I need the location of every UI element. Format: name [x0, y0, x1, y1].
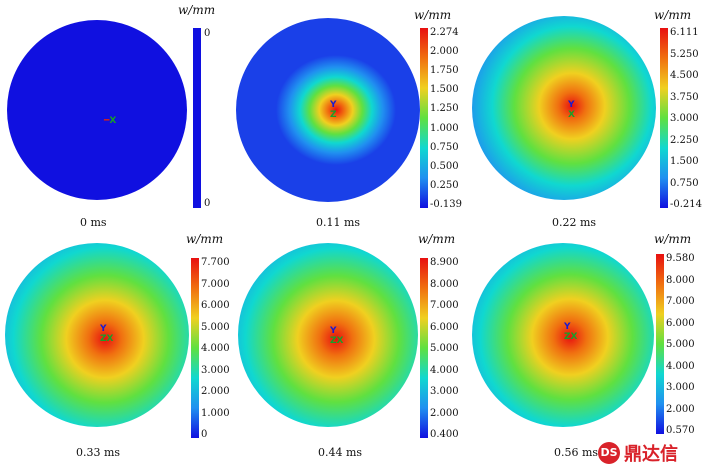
colorbar-tick: 5.000 [430, 343, 459, 354]
unit-label: w/mm [654, 8, 692, 22]
unit-label: w/mm [654, 232, 692, 246]
panel-044ms: Y ZX w/mm 0.44 ms 8.900 8.000 7.000 6.000 5.… [234, 232, 468, 476]
logo-text: 鼎达信 [624, 444, 678, 465]
colorbar [656, 254, 664, 434]
time-label: 0.22 ms [552, 216, 597, 229]
colorbar-tick: 7.000 [430, 300, 459, 311]
colorbar-tick: 7.700 [201, 257, 230, 268]
panel-022ms: Y X w/mm 0.22 ms 6.111 5.250 4.500 3.750 3.0… [468, 0, 702, 238]
axis-triad: Y Z [330, 100, 337, 120]
time-label: 0.33 ms [76, 446, 121, 459]
deflection-field [7, 20, 187, 200]
brand-logo: DS 鼎达信 [598, 440, 702, 470]
unit-label: w/mm [178, 3, 216, 17]
colorbar-tick: 6.000 [666, 317, 695, 329]
colorbar-tick: 0 [204, 28, 211, 39]
time-label: 0.11 ms [316, 216, 361, 229]
deflection-field [472, 243, 654, 427]
deflection-field [472, 16, 656, 200]
colorbar-tick: 7.000 [201, 278, 230, 290]
panel-011ms: Y Z w/mm 0.11 ms 2.274 2.000 1.750 1.500 1.2… [234, 0, 468, 238]
colorbar-tick: 2.250 [670, 134, 699, 146]
colorbar-tick: 8.900 [430, 257, 459, 268]
colorbar-tick: 0.500 [430, 160, 459, 172]
colorbar-tick: 6.000 [201, 300, 230, 311]
colorbar [193, 28, 201, 208]
axis-triad: Y ZX [100, 324, 114, 344]
unit-label: w/mm [186, 232, 224, 246]
colorbar-tick: 0.750 [430, 141, 459, 153]
colorbar-tick: 8.000 [666, 274, 695, 286]
colorbar-tick: 2.000 [201, 386, 230, 397]
colorbar-tick: 1.000 [430, 122, 459, 134]
colorbar [420, 28, 428, 208]
colorbar-tick: 0.400 [430, 429, 459, 440]
unit-label: w/mm [414, 8, 452, 22]
colorbar-tick: -0.139 [430, 199, 463, 210]
logo-icon: DS [598, 442, 620, 464]
colorbar-tick: 9.580 [666, 253, 695, 264]
colorbar-tick: 2.000 [430, 407, 459, 419]
time-label: 0 ms [80, 216, 107, 229]
panel-056ms: Y ZX w/mm 0.56 ms 9.580 8.000 7.000 6.000 5.… [468, 232, 702, 476]
time-label: 0.44 ms [318, 446, 363, 459]
colorbar-tick: 0 [201, 429, 208, 440]
panel-033ms: Y ZX w/mm 0.33 ms 7.700 7.000 6.000 5.000 4.… [0, 232, 234, 476]
colorbar-tick: 3.000 [666, 382, 695, 393]
colorbar-tick: 1.500 [670, 156, 699, 167]
deflection-field [5, 243, 189, 427]
colorbar-tick: 0.250 [430, 179, 459, 191]
colorbar-tick: 7.000 [666, 296, 695, 307]
axis-triad: Y ZX [564, 322, 578, 342]
colorbar-tick: 3.000 [430, 386, 459, 397]
colorbar-tick: 3.000 [670, 113, 699, 124]
colorbar-tick: 5.000 [666, 339, 695, 350]
colorbar-tick: 2.274 [430, 27, 459, 38]
colorbar-tick: 3.750 [670, 91, 699, 103]
colorbar-tick: 1.250 [430, 103, 459, 115]
colorbar-tick: 4.000 [666, 360, 695, 372]
axis-triad: Y ZX [330, 326, 344, 346]
colorbar-tick: 1.000 [201, 407, 230, 419]
colorbar-tick: 6.111 [670, 27, 699, 38]
colorbar-tick: 2.000 [666, 403, 695, 415]
colorbar-tick: 4.000 [201, 343, 230, 354]
colorbar-tick: 0 [204, 198, 211, 209]
colorbar-tick: 0.750 [670, 177, 699, 189]
colorbar-tick: 6.000 [430, 321, 459, 333]
colorbar-tick: 1.750 [430, 65, 459, 77]
colorbar-tick: 0.570 [666, 425, 695, 436]
colorbar-tick: 4.000 [430, 364, 459, 376]
colorbar [420, 258, 428, 438]
colorbar-tick: 5.000 [201, 321, 230, 333]
axis-triad: Y X [568, 100, 575, 120]
colorbar-tick: 3.000 [201, 364, 230, 376]
deflection-field [236, 18, 420, 202]
colorbar-tick: 8.000 [430, 278, 459, 290]
panel-0ms: ━X w/mm 0 0 0 ms [0, 0, 234, 238]
deflection-field [238, 243, 418, 427]
time-label: 0.56 ms [554, 446, 599, 459]
colorbar-tick: 5.250 [670, 48, 699, 60]
colorbar-tick: 2.000 [430, 46, 459, 58]
axis-triad: ━X [104, 116, 117, 126]
colorbar-tick: 4.500 [670, 70, 699, 81]
colorbar [660, 28, 668, 208]
colorbar-tick: -0.214 [670, 199, 703, 210]
colorbar-tick: 1.500 [430, 84, 459, 96]
unit-label: w/mm [418, 232, 456, 246]
colorbar [191, 258, 199, 438]
